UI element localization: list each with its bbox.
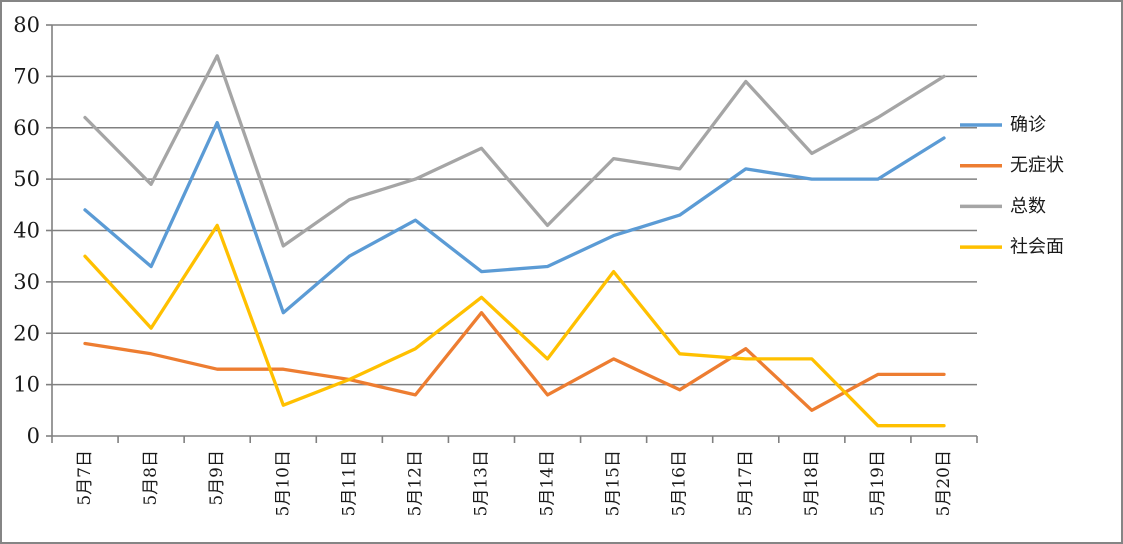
y-tick-label: 70 — [13, 64, 40, 88]
legend-label-confirmed: 确诊 — [1010, 115, 1046, 136]
y-tick-label: 30 — [13, 270, 40, 294]
y-tick-label: 80 — [13, 13, 40, 37]
legend-item-community: 社会面 — [960, 237, 1064, 258]
x-tick-label: 5月14日 — [538, 450, 558, 516]
series-line-confirmed — [83, 120, 946, 315]
y-tick-label: 60 — [13, 116, 40, 140]
y-tick-label: 50 — [13, 167, 40, 191]
x-tick-label: 5月8日 — [141, 450, 161, 506]
legend-label-total: 总数 — [1010, 196, 1046, 217]
y-tick-label: 20 — [13, 321, 40, 345]
x-tick-label: 5月20日 — [934, 450, 954, 516]
x-tick-label: 5月19日 — [868, 450, 888, 516]
x-tick-label: 5月12日 — [405, 450, 425, 516]
x-tick-label: 5月15日 — [604, 450, 624, 516]
x-tick-label: 5月17日 — [736, 450, 756, 516]
legend-item-asymptomatic: 无症状 — [960, 155, 1064, 176]
legend-item-total: 总数 — [960, 196, 1046, 217]
x-tick-label: 5月11日 — [339, 450, 359, 516]
x-tick-label: 5月16日 — [670, 450, 690, 516]
legend-label-community: 社会面 — [1010, 237, 1064, 258]
series-line-total — [83, 54, 946, 248]
x-tick-label: 5月7日 — [75, 450, 95, 506]
x-tick-label: 5月18日 — [802, 450, 822, 516]
y-tick-label: 40 — [13, 219, 40, 243]
x-tick-label: 5月9日 — [207, 450, 227, 506]
x-tick-label: 5月10日 — [273, 450, 293, 516]
series-line-asymptomatic — [83, 311, 946, 412]
series-line-community — [83, 223, 946, 428]
y-tick-label: 0 — [27, 424, 40, 448]
y-tick-label: 10 — [13, 373, 40, 397]
legend-item-confirmed: 确诊 — [960, 115, 1046, 136]
x-tick-label: 5月13日 — [471, 450, 491, 516]
legend-label-asymptomatic: 无症状 — [1010, 155, 1064, 176]
